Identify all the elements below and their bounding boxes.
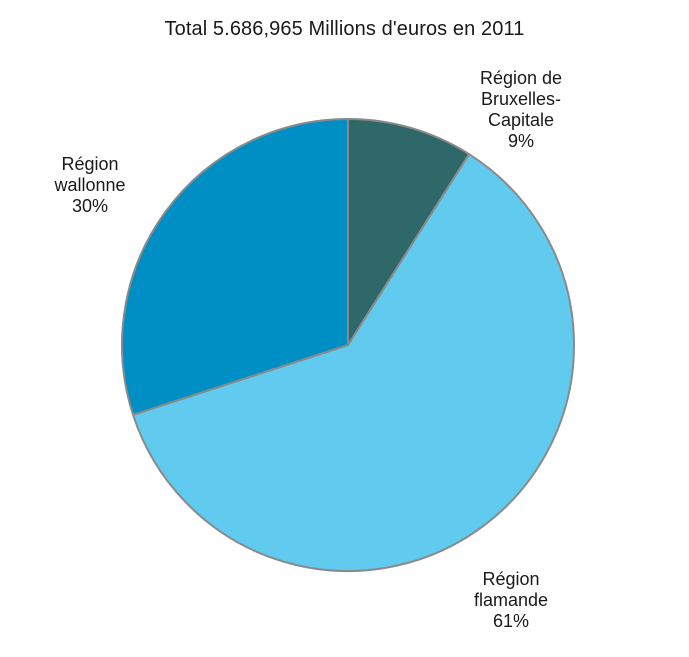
slice-label-line: wallonne — [54, 175, 126, 195]
slice-value-label: 9% — [507, 131, 534, 151]
slice-label-bruxelles: Région de Bruxelles- Capitale 9% — [446, 68, 596, 152]
pie-slice-bruxelles — [347, 118, 471, 346]
slice-label-line: flamande — [473, 590, 549, 610]
slice-value-label: 61% — [492, 611, 530, 631]
slice-label-line: Région — [61, 154, 119, 174]
slice-value-label: 30% — [71, 196, 109, 216]
slice-label-line: Bruxelles- — [480, 89, 562, 109]
chart-title: Total 5.686,965 Millions d'euros en 2011 — [164, 18, 525, 40]
slice-label-line: Région de — [479, 68, 563, 88]
pie-slice-wallonne — [121, 118, 349, 416]
slice-label-line: Région — [482, 569, 540, 589]
pie-slices — [121, 118, 575, 572]
slice-label-line: Capitale — [487, 110, 555, 130]
pie-slice-flamande — [132, 153, 575, 572]
slice-label-wallonne: Région wallonne 30% — [15, 154, 165, 217]
slice-label-flamande: Région flamande 61% — [436, 569, 586, 632]
